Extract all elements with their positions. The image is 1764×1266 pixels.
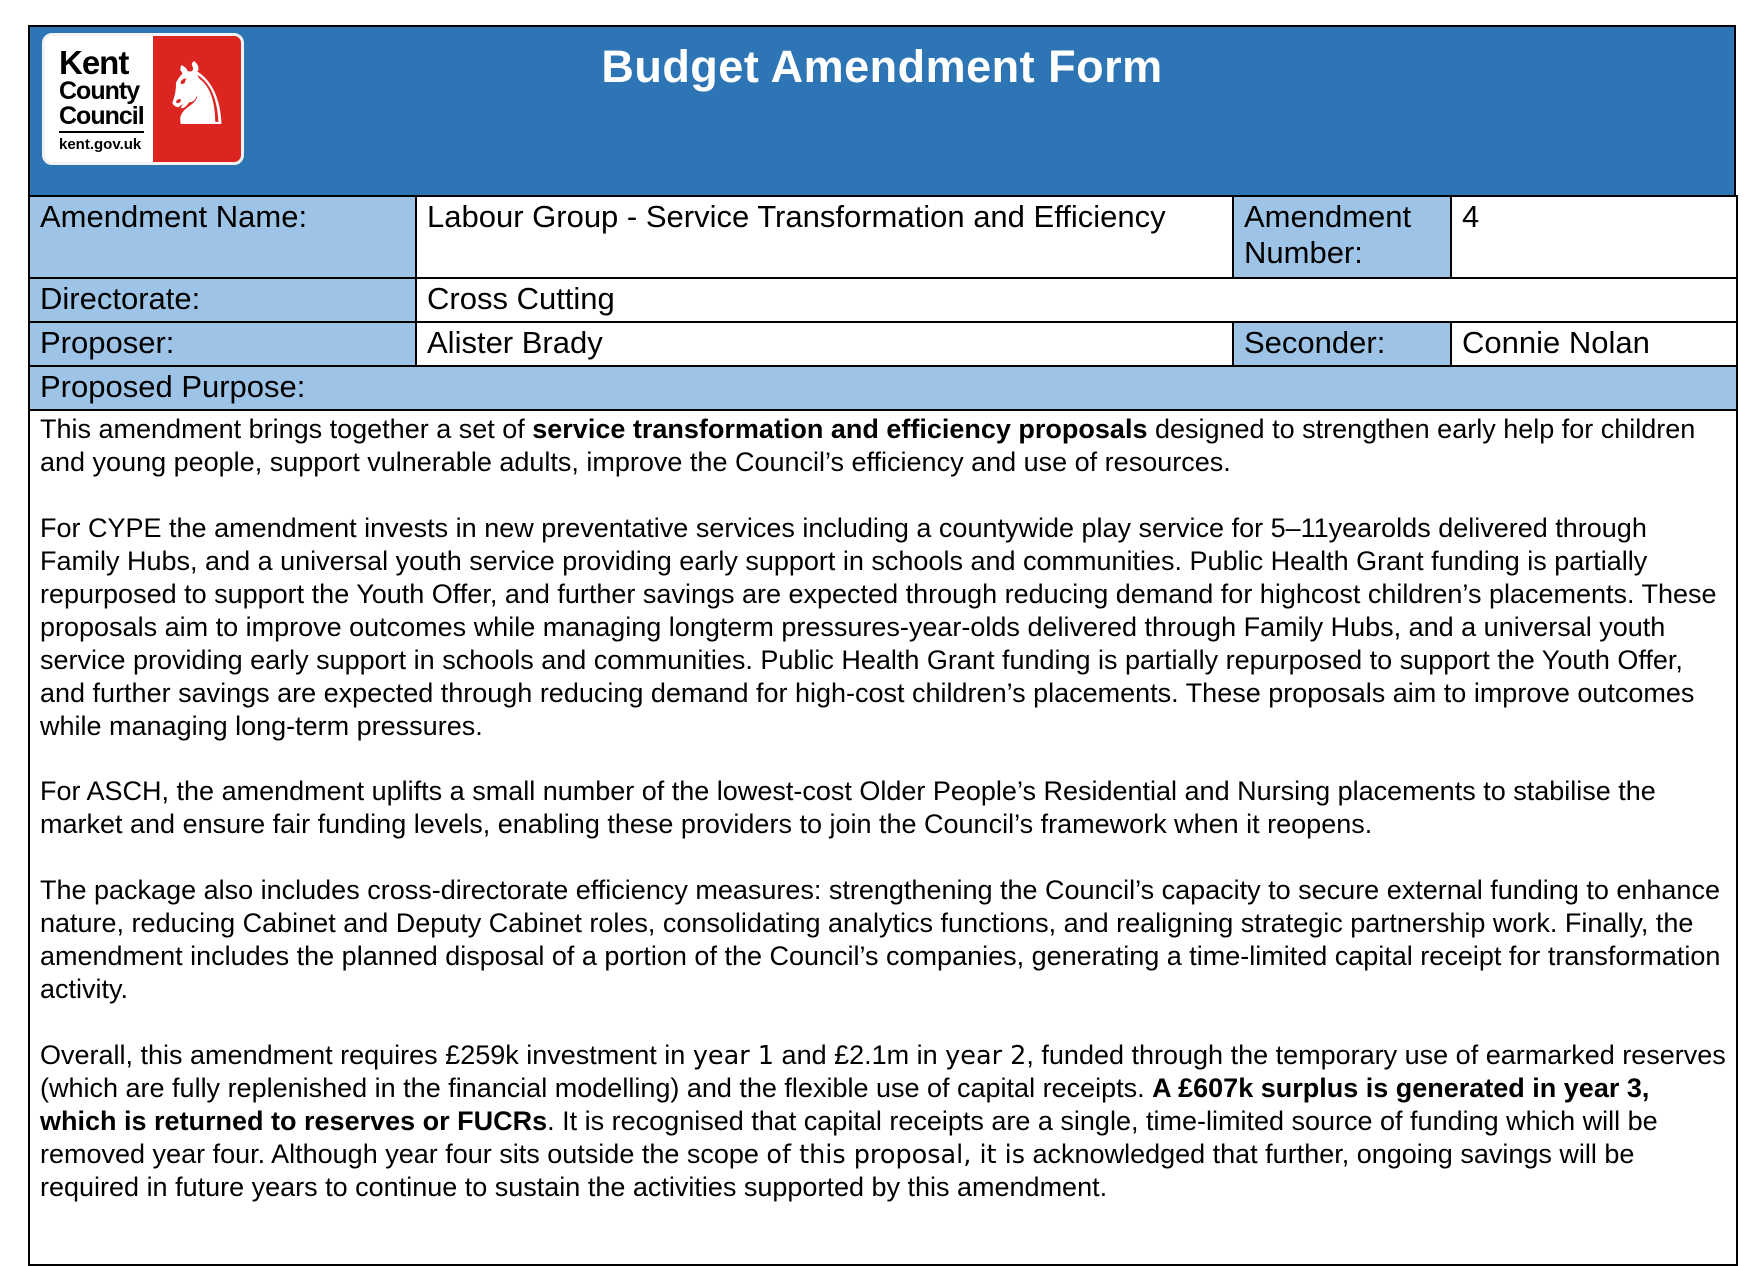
logo-line-county: County — [59, 77, 140, 105]
invicta-horse-icon: ♞ — [158, 45, 236, 145]
form-header-band: Kent County Council kent.gov.uk ♞ Budget… — [28, 25, 1736, 195]
logo-text-panel: Kent County Council kent.gov.uk — [45, 36, 153, 162]
directorate-value: Cross Cutting — [415, 277, 1738, 323]
seconder-value: Connie Nolan — [1450, 321, 1738, 367]
form-sheet: Kent County Council kent.gov.uk ♞ Budget… — [28, 25, 1738, 1266]
proposer-label: Proposer: — [28, 321, 417, 367]
row-proposed-purpose-header: Proposed Purpose: — [28, 365, 1738, 411]
purpose-paragraph: Overall, this amendment requires £259k i… — [40, 1039, 1728, 1204]
row-amendment-name: Amendment Name: Labour Group - Service T… — [28, 195, 1738, 279]
purpose-text-segment: of this proposal, it is — [766, 1140, 1026, 1171]
row-proposer-seconder: Proposer: Alister Brady Seconder: Connie… — [28, 321, 1738, 367]
row-directorate: Directorate: Cross Cutting — [28, 277, 1738, 323]
logo-red-panel: ♞ — [152, 36, 241, 162]
directorate-label: Directorate: — [28, 277, 417, 323]
kent-county-council-logo: Kent County Council kent.gov.uk ♞ — [42, 33, 244, 165]
purpose-paragraph: This amendment brings together a set of … — [40, 413, 1728, 479]
purpose-text-segment: year 2 — [945, 1041, 1027, 1072]
amendment-number-value: 4 — [1450, 195, 1738, 279]
purpose-text-bold-segment: A £607k surplus is generated in year 3, … — [40, 1073, 1650, 1137]
purpose-paragraph: For CYPE the amendment invests in new pr… — [40, 512, 1728, 743]
purpose-text-segment: This amendment brings together a set of — [40, 414, 533, 444]
purpose-text-bold-segment: service transformation and efficiency pr… — [532, 414, 1148, 444]
amendment-form-table: Amendment Name: Labour Group - Service T… — [28, 195, 1738, 1266]
purpose-paragraph: For ASCH, the amendment uplifts a small … — [40, 775, 1728, 841]
amendment-name-label: Amendment Name: — [28, 195, 417, 279]
purpose-text-segment: . It is recognised that capital receipts… — [40, 1106, 1658, 1170]
amendment-number-label: Amendment Number: — [1232, 195, 1452, 279]
amendment-name-value: Labour Group - Service Transformation an… — [415, 195, 1234, 279]
purpose-text-segment: year 1 — [692, 1041, 775, 1072]
proposer-value: Alister Brady — [415, 321, 1234, 367]
purpose-text: This amendment brings together a set of … — [28, 409, 1738, 1266]
row-proposed-purpose-body: This amendment brings together a set of … — [28, 409, 1738, 1266]
seconder-label: Seconder: — [1232, 321, 1452, 367]
proposed-purpose-label: Proposed Purpose: — [28, 365, 1738, 411]
logo-url: kent.gov.uk — [59, 136, 142, 153]
purpose-text-segment: and £2.1m in — [774, 1040, 946, 1071]
logo-line-kent: Kent — [59, 44, 129, 81]
purpose-text-segment: The package also includes cross-director… — [40, 875, 1721, 1005]
purpose-text-segment: acknowledged that further, ongoing savin… — [40, 1139, 1635, 1203]
page-title: Budget Amendment Form — [601, 41, 1163, 92]
purpose-text-segment: , funded through the temporary use of ea… — [40, 1040, 1726, 1104]
purpose-text-segment: designed to strengthen early help for ch… — [40, 414, 1696, 477]
purpose-text-segment: Overall, this amendment requires £259k i… — [40, 1040, 693, 1071]
purpose-text-segment: For CYPE the amendment invests in new pr… — [40, 512, 1717, 741]
purpose-paragraph: The package also includes cross-director… — [40, 874, 1728, 1006]
purpose-text-segment: For ASCH, the amendment uplifts a small … — [40, 776, 1656, 840]
logo-line-council: Council — [59, 104, 145, 133]
